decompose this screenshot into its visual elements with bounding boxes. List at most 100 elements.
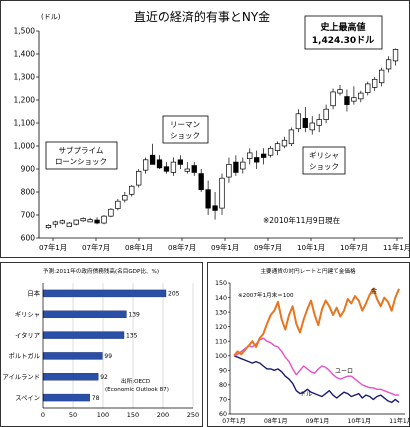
debt-bar	[42, 289, 167, 298]
bar-value-label: 139	[128, 311, 140, 318]
x-tick-label: 08年7月	[168, 243, 196, 252]
candle-body	[330, 91, 336, 107]
candle-body	[129, 185, 135, 195]
candle-body	[136, 170, 142, 186]
y-tick-label: 140	[215, 295, 227, 302]
candle-body	[392, 49, 399, 62]
candle-body	[142, 159, 149, 171]
x-tick-label: 10年1月	[348, 417, 371, 425]
currency-gold-line-chart: 主要通貨の対円レートと円建て金価格 ※2007年1月末＝100 150 140 13…	[215, 267, 409, 425]
candle-body	[254, 157, 260, 163]
y-tick-label: 150	[215, 280, 227, 287]
candle-body	[358, 92, 364, 100]
candle-body	[101, 215, 107, 224]
candle-body	[66, 222, 72, 227]
x-tick-label: 08年1月	[125, 243, 153, 252]
fx-chart-note: ※2007年1月末＝100	[238, 291, 294, 299]
y-tick-label: 600	[21, 234, 36, 243]
as-of-note: ※2010年11月9日現在	[263, 215, 341, 225]
candle-body	[378, 69, 385, 84]
candle-body	[337, 89, 343, 94]
candle-body	[108, 208, 114, 217]
y-tick-label: 130	[215, 309, 227, 316]
y-tick-label: 900	[21, 165, 36, 174]
category-label: スペイン	[15, 394, 40, 402]
y-tick-label: 1,200	[14, 96, 36, 105]
subprime-label-2: ローンショック	[55, 157, 107, 166]
bar-value-label: 135	[126, 332, 138, 339]
candle-body	[385, 59, 392, 70]
x-tick-label: 11年1月	[383, 243, 409, 252]
candle-body	[87, 219, 93, 223]
series-label-euro: ユーロ	[335, 368, 353, 375]
x-tick-label: 09年7月	[254, 243, 282, 252]
x-tick-label: 09年1月	[211, 243, 239, 252]
y-tick-label: 90	[219, 368, 227, 375]
y-tick-label: 1,000	[14, 142, 36, 151]
x-tick-label: 10年7月	[340, 243, 368, 252]
candle-body	[316, 119, 322, 126]
x-tick-label: 250	[187, 411, 199, 419]
y-tick-label: 1,400	[14, 50, 36, 59]
series-label-dollar: ドル	[300, 391, 312, 398]
greece-callout: ギリシャ ショック	[302, 146, 346, 175]
category-label: イタリア	[15, 330, 40, 339]
y-axis-label: (ドル)	[41, 13, 61, 21]
candle-body	[351, 97, 357, 102]
y-tick-label: 800	[21, 188, 36, 197]
fx-chart-title: 主要通貨の対円レートと円建て金価格	[260, 267, 356, 275]
candle-body	[52, 221, 59, 225]
series-line	[233, 355, 400, 404]
subprime-label-1: サブプライム	[59, 145, 104, 155]
x-tick-label: 10年1月	[297, 243, 325, 252]
series-line	[233, 287, 400, 357]
candle-body	[205, 189, 211, 209]
category-label: アイルランド	[3, 373, 40, 381]
x-tick-label: 0	[41, 411, 45, 419]
y-tick-label: 1,100	[14, 119, 36, 128]
candle-body	[184, 168, 190, 172]
debt-source-2: (Economic Outlook 87)	[105, 387, 169, 393]
candle-body	[240, 161, 246, 170]
candle-body	[170, 161, 177, 173]
greece-label-2: ショック	[309, 162, 339, 171]
debt-bar	[42, 310, 127, 318]
y-tick-label: 700	[21, 211, 36, 220]
y-tick-label: 60	[219, 411, 227, 418]
candle-body	[73, 219, 79, 225]
record-high-callout: 史上最高値 1,424.30ドル	[304, 15, 383, 50]
lehman-label-1: リーマン	[170, 120, 200, 129]
candle-body	[198, 173, 204, 191]
candle-body	[115, 200, 121, 209]
x-tick-label: 08年1月	[264, 417, 287, 425]
greece-label-1: ギリシャ	[309, 151, 339, 160]
record-high-label: 史上最高値	[320, 21, 365, 33]
candle-body	[323, 108, 329, 120]
x-tick-label: 50	[69, 411, 77, 419]
y-tick-label: 110	[215, 338, 227, 345]
category-label: 日本	[27, 289, 40, 298]
candle-body	[281, 139, 288, 147]
subprime-callout: サブプライム ローンショック	[45, 141, 118, 170]
bar-value-label: 205	[168, 291, 180, 298]
candle-body	[122, 195, 128, 201]
lehman-label-2: ショック	[170, 131, 200, 140]
debt-bar	[42, 352, 103, 360]
y-tick-label: 80	[219, 382, 227, 389]
lehman-callout: リーマン ショック	[162, 115, 209, 144]
candle-body	[212, 205, 218, 211]
candle-body	[260, 153, 267, 158]
x-tick-label: 11年1月	[389, 417, 409, 425]
debt-bar	[42, 373, 99, 381]
y-tick-label: 70	[219, 397, 227, 404]
x-tick-label: 200	[157, 411, 169, 419]
series-label-gold: 金	[371, 287, 377, 295]
bar-value-label: 78	[92, 395, 100, 402]
candle-body	[309, 122, 315, 131]
candle-body	[149, 154, 156, 165]
category-label: ギリシャ	[15, 310, 40, 318]
candle-body	[219, 177, 225, 209]
candle-body	[274, 143, 281, 151]
candle-body	[80, 218, 86, 222]
bar-value-label: 99	[104, 353, 112, 360]
